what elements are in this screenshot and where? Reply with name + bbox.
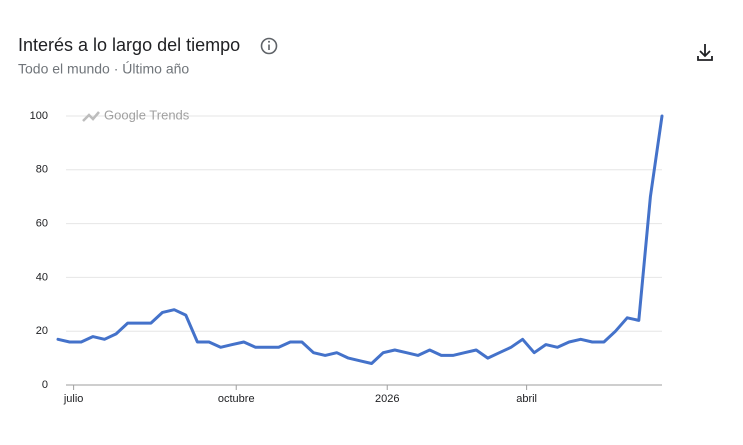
y-tick-label: 80 xyxy=(36,164,48,176)
watermark: Google Trends xyxy=(82,107,190,122)
y-tick-label: 20 xyxy=(36,325,48,337)
x-tick-label: 2026 xyxy=(375,393,399,405)
download-icon[interactable] xyxy=(697,44,713,61)
trend-line xyxy=(56,114,664,365)
y-tick-label: 0 xyxy=(42,379,48,391)
info-icon[interactable] xyxy=(260,37,278,55)
y-tick-label: 60 xyxy=(36,218,48,230)
x-tick-label: julio xyxy=(63,393,84,405)
chart-subtitle: Todo el mundo · Último año xyxy=(18,61,189,77)
x-tick-label: abril xyxy=(516,393,537,405)
chart-title: Interés a lo largo del tiempo xyxy=(18,35,240,55)
x-tick-label: octubre xyxy=(218,393,255,405)
watermark-text: Google Trends xyxy=(104,107,190,122)
y-tick-label: 100 xyxy=(30,110,48,122)
y-tick-label: 40 xyxy=(36,271,48,283)
